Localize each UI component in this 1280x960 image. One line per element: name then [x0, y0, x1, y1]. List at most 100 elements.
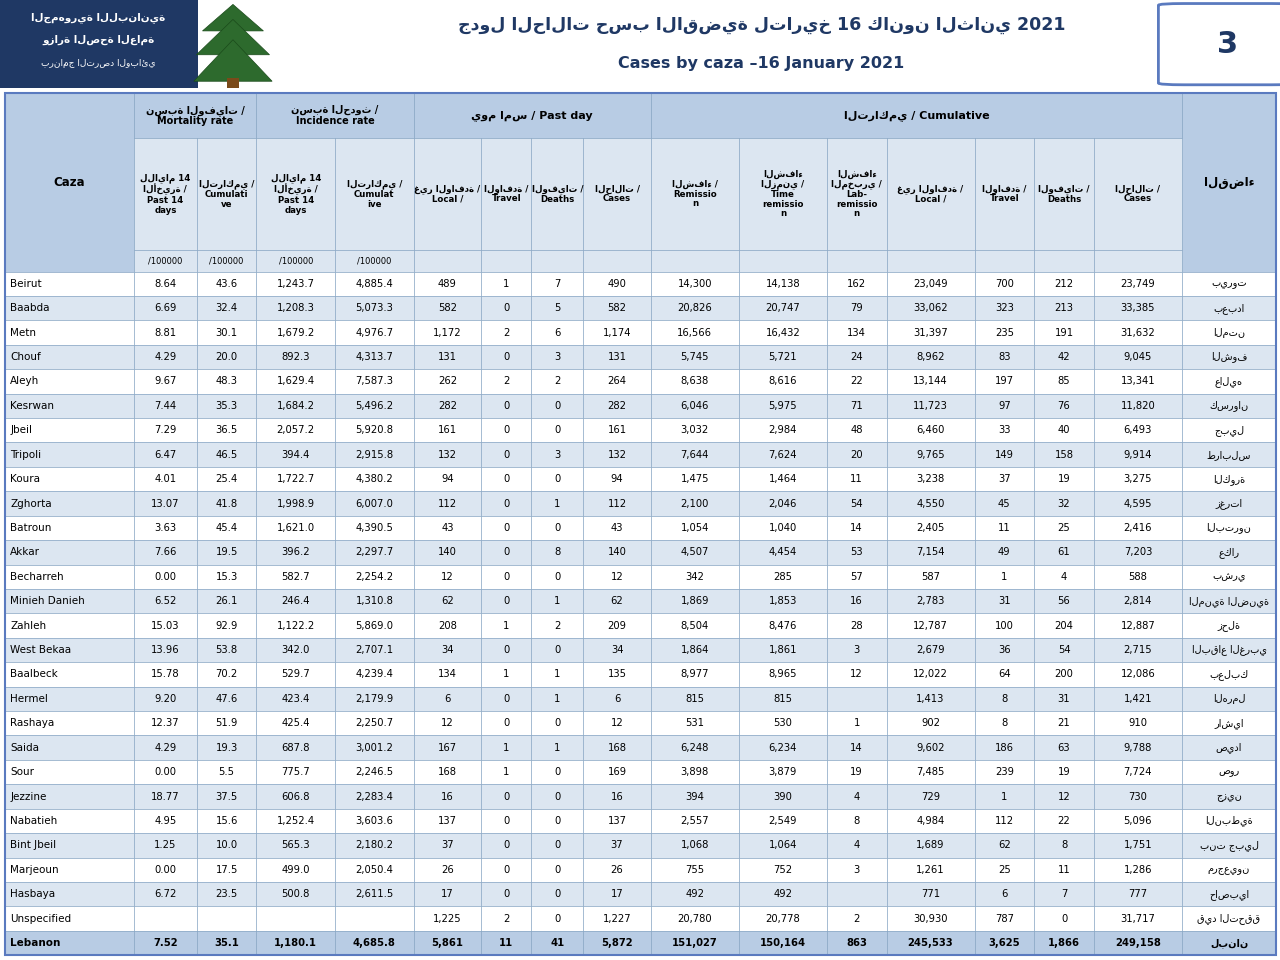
Bar [134, 760, 197, 784]
Text: 53.8: 53.8 [215, 645, 238, 655]
Bar [197, 272, 256, 296]
Text: قيد التحقق: قيد التحقق [1198, 913, 1261, 924]
Text: 1,679.2: 1,679.2 [276, 327, 315, 338]
Text: Saida: Saida [10, 743, 40, 753]
Bar [974, 394, 1034, 418]
Text: 8: 8 [1001, 694, 1007, 704]
Bar [827, 296, 887, 321]
Text: 40: 40 [1057, 425, 1070, 435]
Text: 8,476: 8,476 [768, 620, 797, 631]
Text: 1,621.0: 1,621.0 [276, 523, 315, 533]
Text: 0: 0 [1061, 914, 1068, 924]
Text: 499.0: 499.0 [282, 865, 310, 875]
Bar [1034, 711, 1094, 735]
Bar [584, 784, 650, 808]
Bar [584, 662, 650, 686]
Bar [5, 760, 134, 784]
Bar [1094, 662, 1181, 686]
Polygon shape [196, 19, 270, 55]
Text: 208: 208 [438, 620, 457, 631]
Bar [650, 735, 739, 760]
Text: 777: 777 [1129, 889, 1147, 900]
Bar [256, 394, 335, 418]
Text: 167: 167 [438, 743, 457, 753]
Bar [739, 931, 827, 955]
Text: 1: 1 [554, 694, 561, 704]
Text: 0: 0 [554, 718, 561, 729]
Text: للايام 14
الأخيرة /
Past 14
days: للايام 14 الأخيرة / Past 14 days [141, 173, 191, 215]
Text: 3,275: 3,275 [1124, 474, 1152, 484]
Text: 158: 158 [1055, 449, 1074, 460]
Bar [481, 443, 531, 467]
Text: 423.4: 423.4 [282, 694, 310, 704]
Text: 529.7: 529.7 [282, 669, 310, 680]
Bar [584, 250, 650, 272]
Text: 1,122.2: 1,122.2 [276, 620, 315, 631]
Text: 492: 492 [773, 889, 792, 900]
Text: 209: 209 [608, 620, 627, 631]
Bar [974, 760, 1034, 784]
Text: 1,180.1: 1,180.1 [274, 938, 317, 948]
Bar [1094, 443, 1181, 467]
Bar [5, 686, 134, 711]
Bar [1034, 345, 1094, 370]
Bar [5, 882, 134, 906]
Text: 0: 0 [554, 401, 561, 411]
Text: 8: 8 [554, 547, 561, 558]
Text: 565.3: 565.3 [282, 840, 310, 851]
Bar [335, 637, 413, 662]
Text: 31: 31 [1057, 694, 1070, 704]
Bar [197, 637, 256, 662]
Text: 0: 0 [503, 840, 509, 851]
Bar [1094, 540, 1181, 564]
Text: 0.00: 0.00 [155, 865, 177, 875]
Bar [827, 760, 887, 784]
Bar [134, 882, 197, 906]
Text: 264: 264 [608, 376, 627, 387]
Text: 161: 161 [608, 425, 627, 435]
Bar [584, 808, 650, 833]
Bar [650, 394, 739, 418]
Text: 14,138: 14,138 [765, 278, 800, 289]
Text: 2,814: 2,814 [1124, 596, 1152, 606]
Bar [335, 564, 413, 589]
Text: 16: 16 [850, 596, 863, 606]
Bar [531, 931, 584, 955]
Text: 47.6: 47.6 [215, 694, 238, 704]
Bar [134, 857, 197, 882]
Bar [531, 540, 584, 564]
Text: 0: 0 [554, 791, 561, 802]
Text: 6: 6 [1001, 889, 1007, 900]
Text: Baalbeck: Baalbeck [10, 669, 58, 680]
Bar [739, 321, 827, 345]
Bar [650, 272, 739, 296]
Text: Zahleh: Zahleh [10, 620, 46, 631]
Text: 3.63: 3.63 [155, 523, 177, 533]
Bar [584, 321, 650, 345]
Text: 2,180.2: 2,180.2 [356, 840, 393, 851]
Bar [256, 370, 335, 394]
Bar [481, 662, 531, 686]
Bar [584, 418, 650, 443]
Bar [413, 272, 481, 296]
Bar [413, 138, 481, 250]
Bar [256, 735, 335, 760]
Text: Aleyh: Aleyh [10, 376, 40, 387]
Bar [335, 784, 413, 808]
Text: 606.8: 606.8 [282, 791, 310, 802]
Text: 587: 587 [922, 572, 940, 582]
Text: 162: 162 [847, 278, 867, 289]
Text: 0: 0 [503, 694, 509, 704]
Bar [827, 882, 887, 906]
Text: Akkar: Akkar [10, 547, 40, 558]
Text: 530: 530 [773, 718, 792, 729]
Bar [531, 394, 584, 418]
Bar [5, 613, 134, 637]
Text: 1: 1 [554, 498, 561, 509]
Bar [1034, 735, 1094, 760]
Text: 12,022: 12,022 [913, 669, 948, 680]
Bar [1094, 637, 1181, 662]
Text: 9,765: 9,765 [916, 449, 945, 460]
Text: Chouf: Chouf [10, 352, 41, 362]
Bar [5, 516, 134, 540]
